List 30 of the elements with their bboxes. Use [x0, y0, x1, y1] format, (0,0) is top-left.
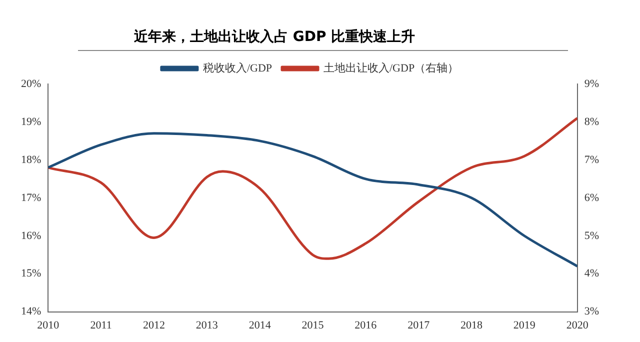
y2-tick-label: 3%: [584, 306, 600, 318]
y2-tick-label: 7%: [584, 154, 600, 166]
x-tick-label: 2014: [248, 319, 272, 332]
chart-title: 近年来，土地出让收入占 GDP 比重快速上升: [78, 8, 568, 51]
y-tick-label: 14%: [20, 306, 42, 318]
x-tick-label: 2018: [460, 319, 483, 332]
y2-tick-label: 4%: [584, 268, 600, 280]
y2-tick-label: 5%: [584, 230, 600, 242]
y-tick-label: 17%: [20, 192, 42, 204]
y-tick-label: 19%: [20, 116, 42, 128]
x-tick-label: 2012: [143, 319, 165, 332]
y-tick-label: 15%: [20, 268, 42, 280]
line-series: [48, 116, 578, 260]
x-tick-label: 2013: [196, 319, 218, 332]
x-tick-label: 2015: [302, 319, 324, 332]
y-tick-label: 16%: [20, 230, 42, 242]
y2-tick-label: 9%: [584, 78, 600, 90]
y-tick-label: 18%: [20, 154, 42, 166]
y2-tick-label: 8%: [584, 116, 600, 128]
x-tick-label: 2010: [37, 319, 60, 332]
x-tick-label: 2017: [408, 319, 430, 332]
legend-label: 税收收入/GDP: [202, 61, 272, 74]
line-series: [48, 132, 578, 268]
x-tick-label: 2019: [513, 319, 536, 332]
x-tick-label: 2016: [354, 319, 378, 332]
y2-tick-label: 6%: [584, 192, 600, 204]
x-tick-label: 2011: [90, 319, 112, 332]
x-tick-label: 2020: [566, 319, 589, 332]
y-tick-label: 20%: [20, 78, 42, 90]
legend-label: 土地出让收入/GDP（右轴）: [324, 61, 459, 74]
